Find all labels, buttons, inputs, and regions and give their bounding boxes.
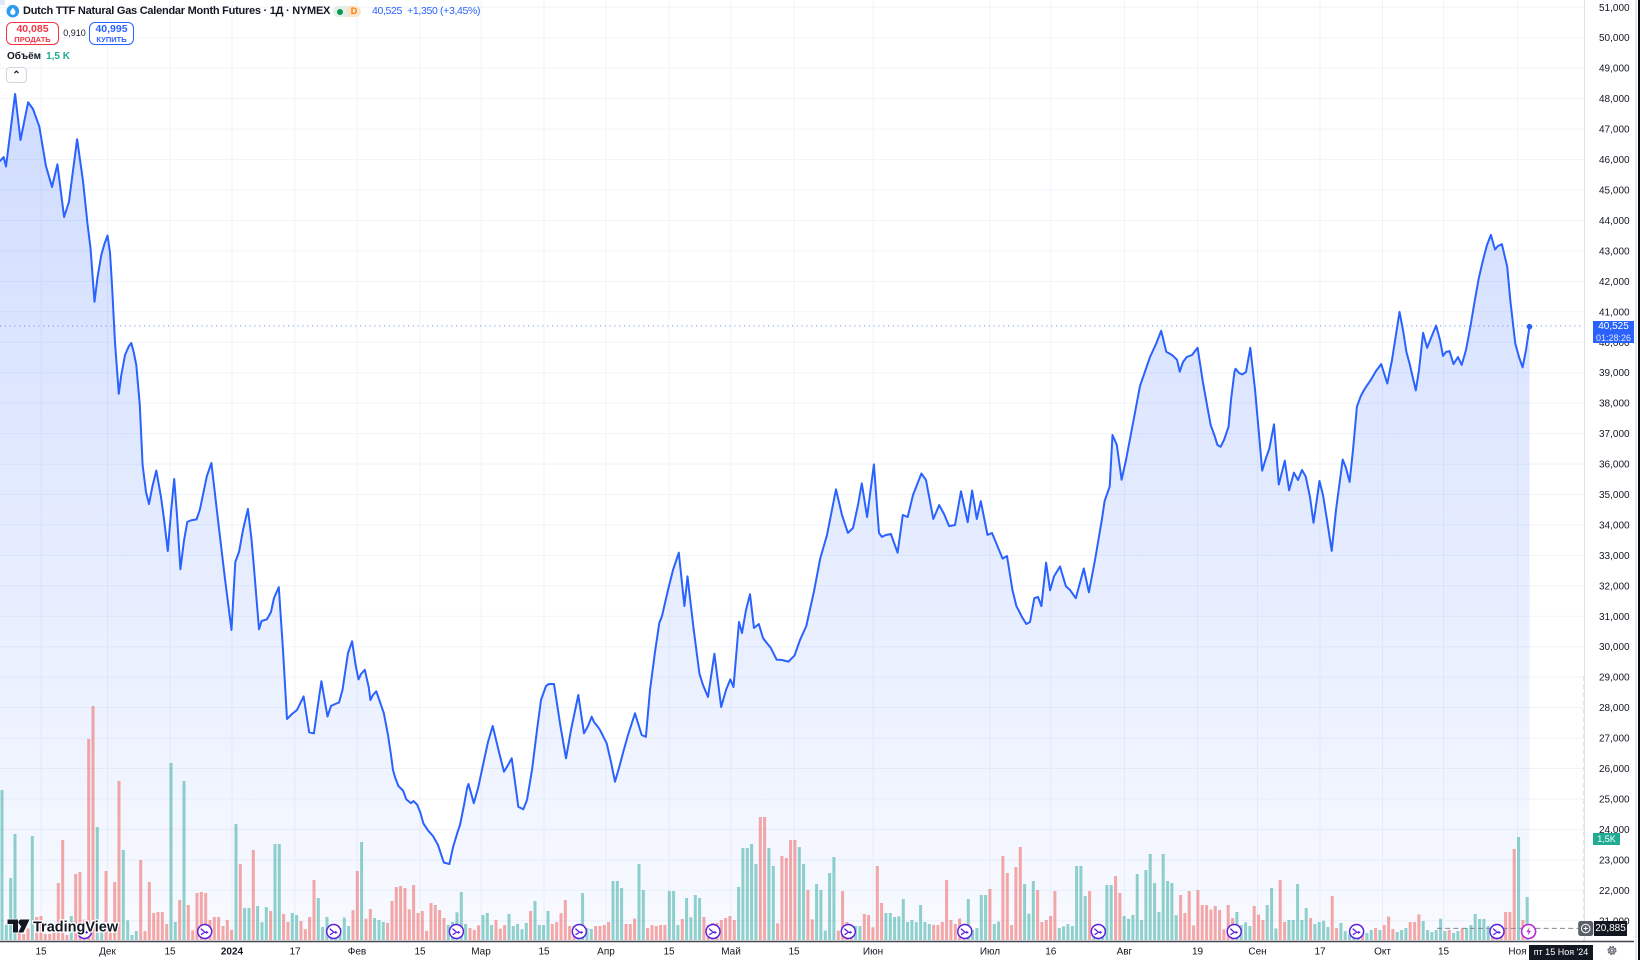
svg-text:Апр: Апр bbox=[597, 947, 615, 958]
svg-text:37,000: 37,000 bbox=[1599, 429, 1630, 440]
svg-text:38,000: 38,000 bbox=[1599, 399, 1630, 410]
svg-text:33,000: 33,000 bbox=[1599, 551, 1630, 562]
svg-text:39,000: 39,000 bbox=[1599, 368, 1630, 379]
svg-text:22,000: 22,000 bbox=[1599, 886, 1630, 897]
svg-text:Июн: Июн bbox=[863, 947, 883, 958]
svg-text:25,000: 25,000 bbox=[1599, 795, 1630, 806]
svg-text:45,000: 45,000 bbox=[1599, 186, 1630, 197]
svg-text:Сен: Сен bbox=[1248, 947, 1266, 958]
svg-text:Мар: Мар bbox=[471, 947, 491, 958]
svg-text:Ноя: Ноя bbox=[1508, 947, 1526, 958]
svg-text:15: 15 bbox=[164, 947, 176, 958]
svg-text:41,000: 41,000 bbox=[1599, 307, 1630, 318]
svg-text:15: 15 bbox=[35, 947, 47, 958]
svg-text:36,000: 36,000 bbox=[1599, 460, 1630, 471]
svg-text:15: 15 bbox=[538, 947, 550, 958]
svg-text:19: 19 bbox=[1192, 947, 1204, 958]
svg-text:48,000: 48,000 bbox=[1599, 94, 1630, 105]
svg-text:47,000: 47,000 bbox=[1599, 125, 1630, 136]
svg-text:30,000: 30,000 bbox=[1599, 642, 1630, 653]
svg-text:40,000: 40,000 bbox=[1599, 338, 1630, 349]
svg-text:15: 15 bbox=[663, 947, 675, 958]
svg-text:46,000: 46,000 bbox=[1599, 155, 1630, 166]
svg-text:15: 15 bbox=[788, 947, 800, 958]
svg-text:17: 17 bbox=[1314, 947, 1326, 958]
svg-text:29,000: 29,000 bbox=[1599, 673, 1630, 684]
svg-text:Окт: Окт bbox=[1374, 947, 1391, 958]
svg-text:49,000: 49,000 bbox=[1599, 64, 1630, 75]
svg-text:42,000: 42,000 bbox=[1599, 277, 1630, 288]
svg-text:35,000: 35,000 bbox=[1599, 490, 1630, 501]
svg-text:24,000: 24,000 bbox=[1599, 825, 1630, 836]
svg-text:51,000: 51,000 bbox=[1599, 3, 1630, 14]
svg-text:26,000: 26,000 bbox=[1599, 764, 1630, 775]
svg-text:Авг: Авг bbox=[1117, 947, 1133, 958]
svg-text:2024: 2024 bbox=[221, 947, 244, 958]
svg-text:Июл: Июл bbox=[980, 947, 1000, 958]
svg-text:Фев: Фев bbox=[348, 947, 366, 958]
svg-text:32,000: 32,000 bbox=[1599, 581, 1630, 592]
svg-text:28,000: 28,000 bbox=[1599, 703, 1630, 714]
svg-text:44,000: 44,000 bbox=[1599, 216, 1630, 227]
svg-text:16: 16 bbox=[1045, 947, 1057, 958]
svg-text:TradingView: TradingView bbox=[33, 920, 119, 936]
svg-text:15: 15 bbox=[414, 947, 426, 958]
svg-text:27,000: 27,000 bbox=[1599, 734, 1630, 745]
svg-text:43,000: 43,000 bbox=[1599, 246, 1630, 257]
svg-text:50,000: 50,000 bbox=[1599, 33, 1630, 44]
svg-text:15: 15 bbox=[1438, 947, 1450, 958]
svg-text:17: 17 bbox=[289, 947, 301, 958]
svg-text:34,000: 34,000 bbox=[1599, 520, 1630, 531]
svg-text:23,000: 23,000 bbox=[1599, 855, 1630, 866]
svg-text:Дек: Дек bbox=[99, 947, 116, 958]
svg-text:Май: Май bbox=[721, 947, 741, 958]
svg-text:31,000: 31,000 bbox=[1599, 612, 1630, 623]
